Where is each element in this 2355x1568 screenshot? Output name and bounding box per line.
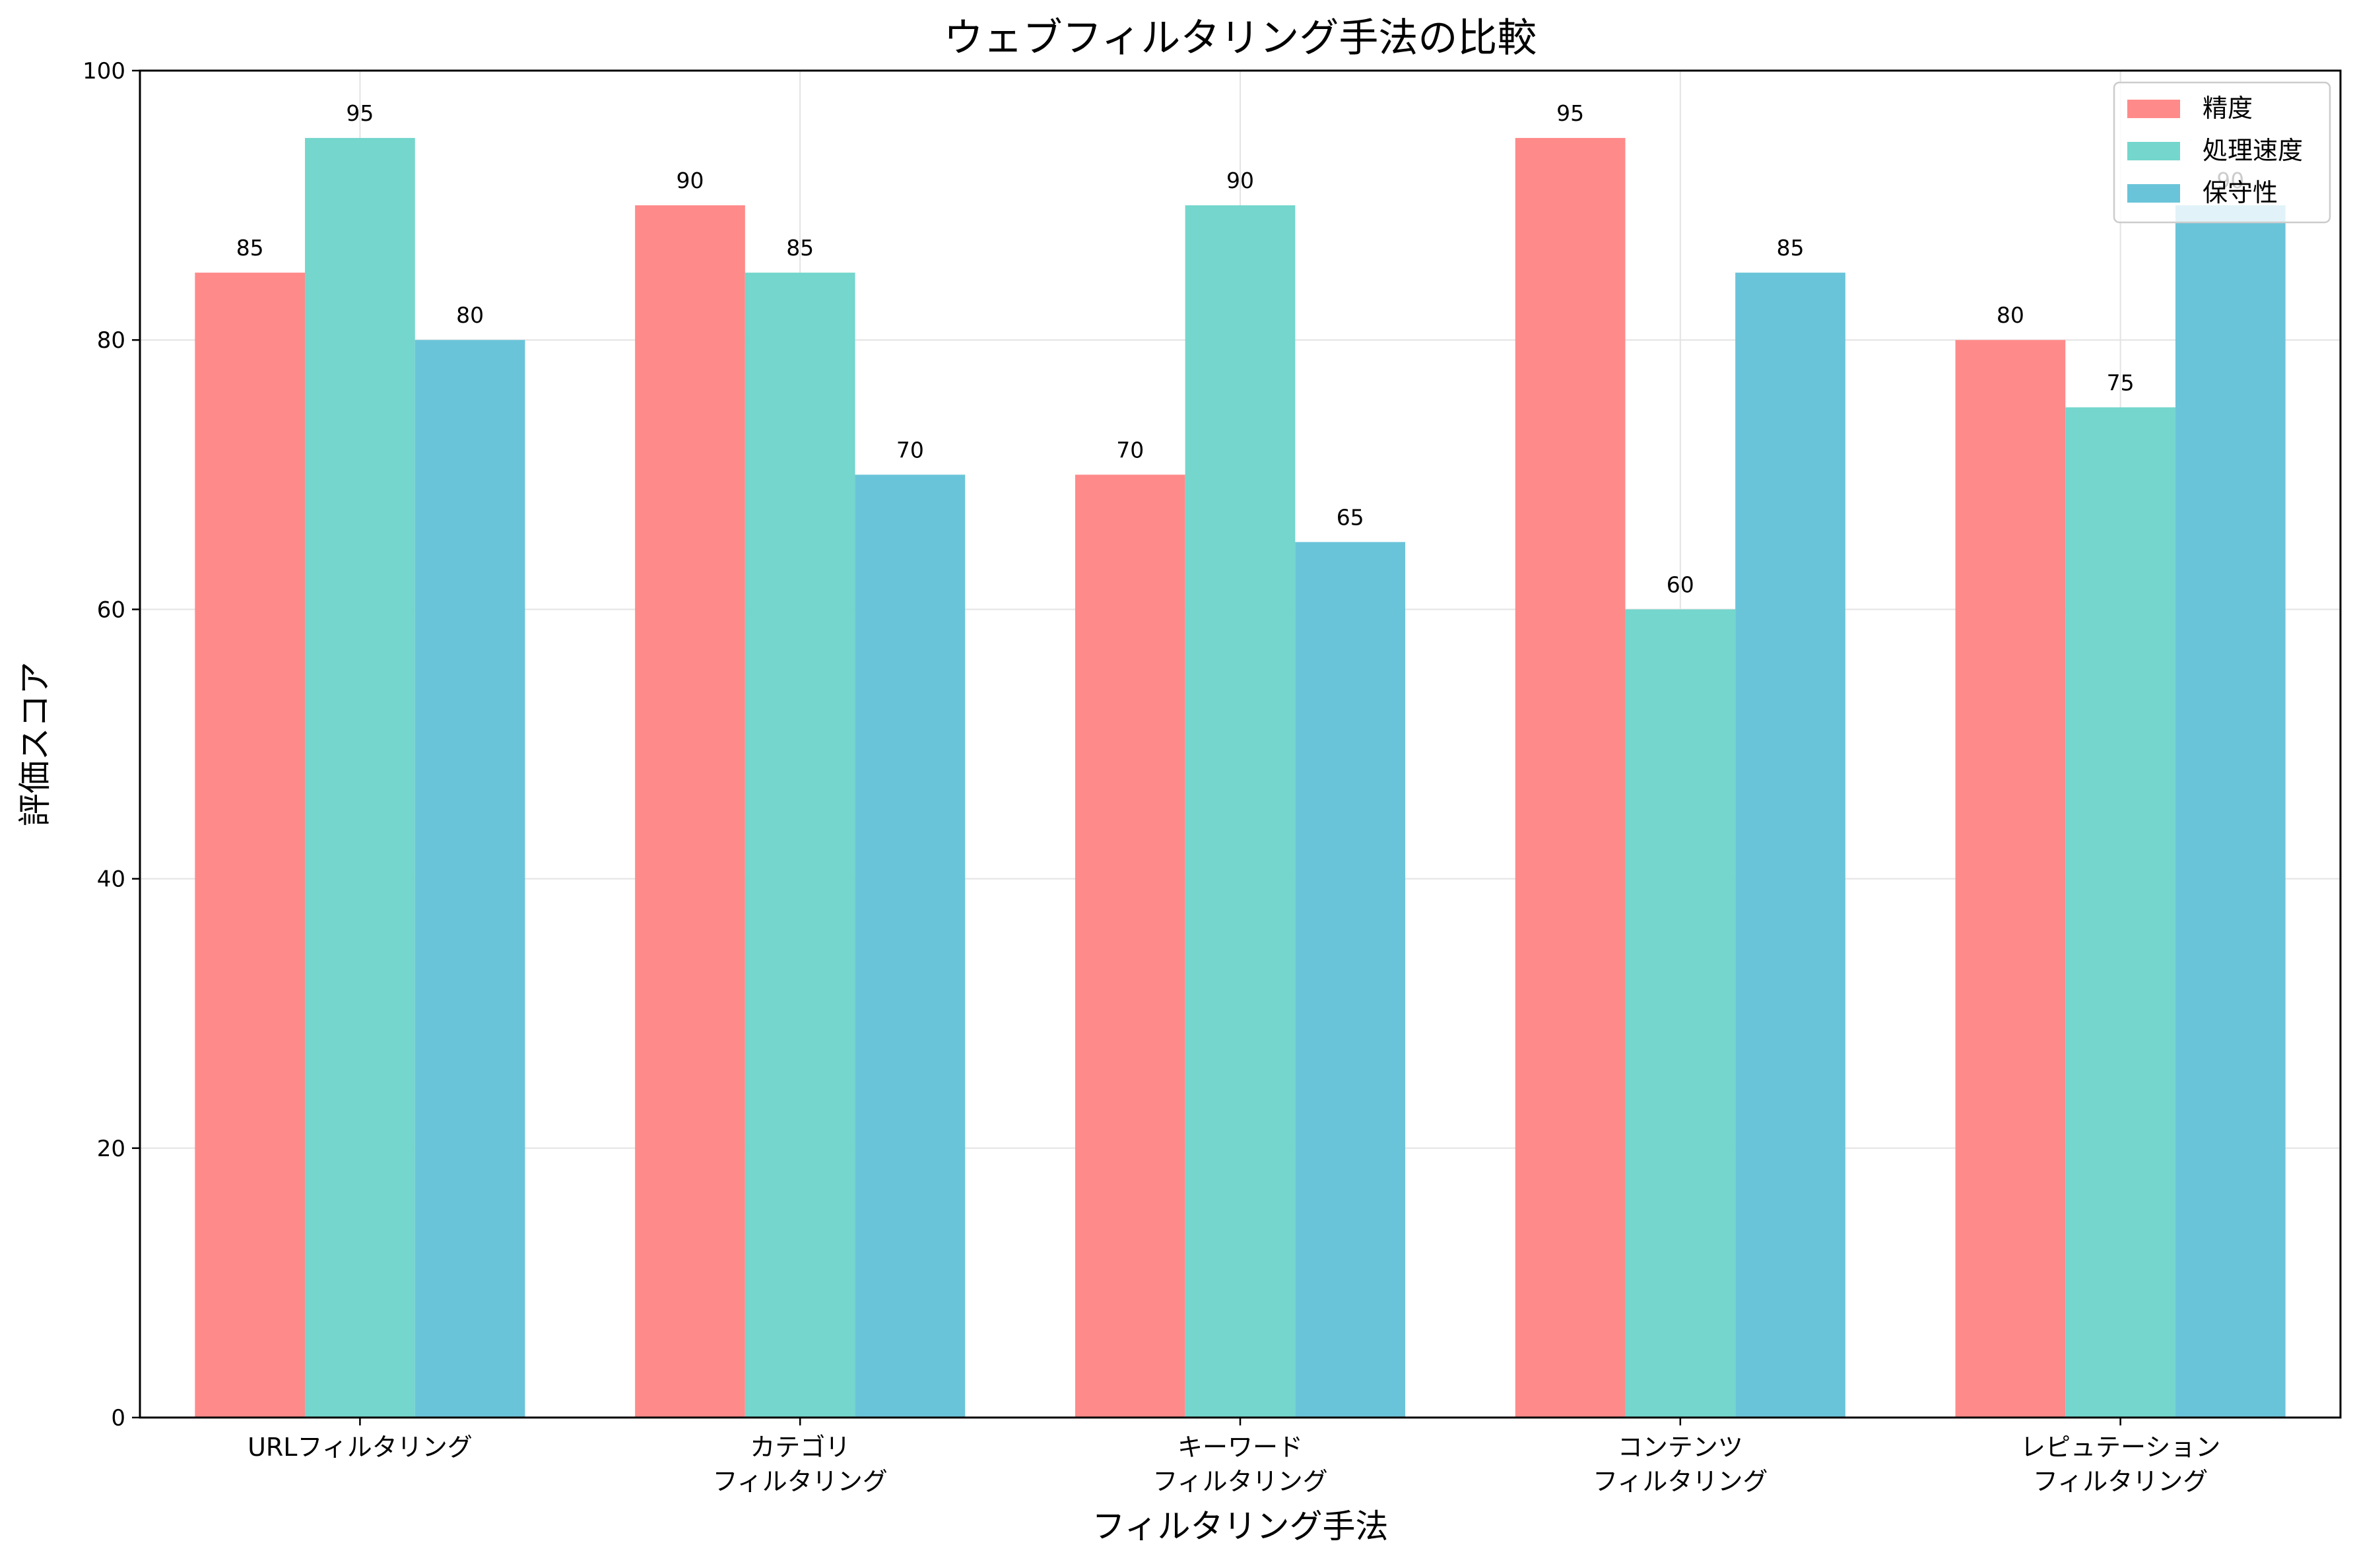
y-tick-label: 20 bbox=[97, 1136, 125, 1162]
legend-label: 保守性 bbox=[2203, 178, 2278, 207]
x-tick-label-line: コンテンツ bbox=[1618, 1433, 1743, 1462]
bar-value-label: 85 bbox=[1777, 235, 1805, 261]
bar-value-label: 80 bbox=[456, 302, 484, 328]
bar bbox=[1955, 340, 2066, 1418]
x-tick-label-line: フィルタリング bbox=[713, 1467, 888, 1496]
y-tick-label: 40 bbox=[97, 866, 125, 893]
bar bbox=[305, 138, 415, 1418]
bar-value-label: 90 bbox=[1226, 168, 1254, 193]
x-tick-label: キーワードフィルタリング bbox=[1152, 1433, 1327, 1496]
bar-value-label: 95 bbox=[346, 100, 374, 126]
bar bbox=[635, 205, 745, 1418]
bar bbox=[855, 474, 966, 1418]
x-tick-label-line: フィルタリング bbox=[1593, 1467, 1768, 1496]
x-tick-label: URLフィルタリング bbox=[248, 1433, 473, 1462]
legend-label: 処理速度 bbox=[2203, 136, 2303, 165]
bar-value-label: 80 bbox=[1997, 302, 2024, 328]
x-tick-label-line: フィルタリング bbox=[1152, 1467, 1327, 1496]
bar bbox=[1515, 138, 1626, 1418]
chart-title: ウェブフィルタリング手法の比較 bbox=[944, 15, 1537, 61]
x-tick-label-line: URLフィルタリング bbox=[248, 1433, 473, 1462]
bar-value-label: 75 bbox=[2107, 370, 2135, 395]
legend-swatch bbox=[2127, 100, 2180, 118]
bar bbox=[2175, 205, 2286, 1418]
y-axis: 0 20 40 60 80 100 bbox=[83, 58, 140, 1431]
y-tick-label: 0 bbox=[111, 1405, 125, 1431]
bar bbox=[2065, 407, 2175, 1418]
bar bbox=[1625, 609, 1736, 1418]
bar bbox=[1295, 542, 1406, 1418]
legend-swatch bbox=[2127, 142, 2180, 160]
x-tick-label-line: キーワード bbox=[1178, 1433, 1303, 1462]
bar-value-label: 85 bbox=[786, 235, 814, 261]
x-axis: URLフィルタリング カテゴリフィルタリングキーワードフィルタリングコンテンツフィ… bbox=[248, 1418, 2220, 1496]
bar bbox=[745, 273, 855, 1418]
bar bbox=[1185, 205, 1296, 1418]
bar bbox=[415, 340, 525, 1418]
bar-value-label: 90 bbox=[677, 168, 704, 193]
bar-value-label: 70 bbox=[896, 437, 924, 463]
bar bbox=[1735, 273, 1845, 1418]
bar-value-label: 95 bbox=[1556, 100, 1584, 126]
x-tick-label: カテゴリフィルタリング bbox=[713, 1433, 888, 1496]
x-tick-label: レピュテーションフィルタリング bbox=[2020, 1433, 2220, 1496]
bar bbox=[1075, 474, 1185, 1418]
y-tick-label: 60 bbox=[97, 597, 125, 623]
y-tick-label: 80 bbox=[97, 327, 125, 354]
y-tick-label: 100 bbox=[83, 58, 125, 84]
bar-value-label: 85 bbox=[236, 235, 264, 261]
x-tick-label: コンテンツフィルタリング bbox=[1593, 1433, 1768, 1496]
bar-value-label: 65 bbox=[1337, 504, 1364, 530]
bar bbox=[195, 273, 306, 1418]
bar-value-label: 70 bbox=[1116, 437, 1144, 463]
legend-label: 精度 bbox=[2203, 94, 2253, 123]
y-axis-title: 評価スコア bbox=[16, 662, 54, 827]
legend-swatch bbox=[2127, 184, 2180, 203]
x-tick-label-line: フィルタリング bbox=[2033, 1467, 2208, 1496]
bar-value-label: 60 bbox=[1667, 572, 1694, 597]
x-tick-label-line: カテゴリ bbox=[750, 1433, 850, 1462]
x-axis-title: フィルタリング手法 bbox=[1092, 1507, 1389, 1546]
bars bbox=[195, 138, 2286, 1418]
x-tick-label-line: レピュテーション bbox=[2020, 1433, 2220, 1462]
